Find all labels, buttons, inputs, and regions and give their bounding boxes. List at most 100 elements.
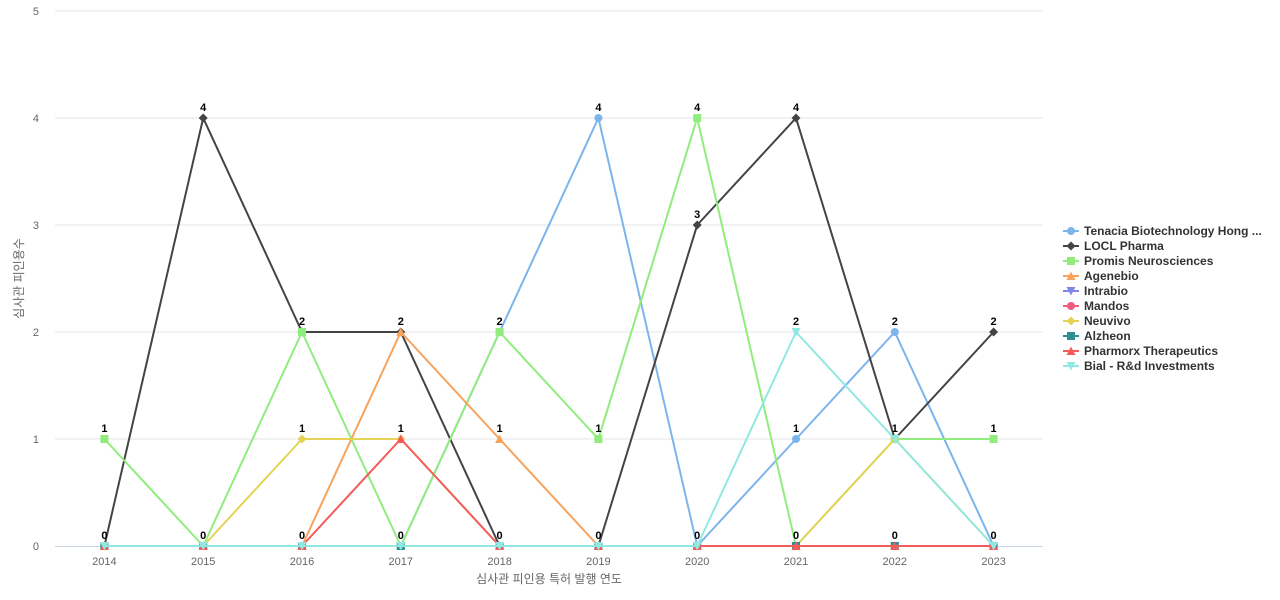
data-point	[792, 435, 800, 443]
data-point	[692, 542, 702, 551]
data-point	[298, 328, 306, 336]
data-point	[692, 220, 702, 230]
y-tick-label: 3	[33, 220, 39, 232]
x-tick-label: 2016	[290, 556, 314, 568]
data-label: 4	[200, 102, 207, 114]
legend-marker	[1066, 271, 1076, 280]
data-point	[198, 113, 208, 123]
legend-label: Intrabio	[1084, 284, 1128, 298]
data-label: 3	[694, 209, 700, 221]
legend-marker	[1066, 316, 1076, 326]
data-point	[890, 328, 899, 336]
data-point	[791, 541, 801, 550]
y-tick-label: 0	[33, 541, 39, 553]
legend-item[interactable]: LOCL Pharma	[1063, 239, 1164, 253]
data-label: 0	[299, 530, 305, 542]
data-point	[593, 542, 603, 551]
data-label: 2	[398, 316, 404, 328]
data-point	[495, 328, 504, 336]
data-point	[297, 434, 307, 444]
data-label: 2	[892, 316, 898, 328]
legend-marker	[1067, 302, 1075, 310]
data-label: 1	[595, 423, 601, 435]
y-tick-label: 4	[33, 113, 39, 125]
data-point	[396, 542, 406, 551]
data-point	[693, 114, 702, 122]
data-label: 0	[793, 530, 799, 542]
x-tick-label: 2018	[487, 556, 511, 568]
data-point	[198, 542, 208, 551]
legend-marker	[1066, 346, 1076, 355]
data-point	[594, 435, 603, 443]
data-label: 1	[793, 423, 799, 435]
y-axis-title: 심사관 피인용수	[12, 238, 26, 319]
data-point	[989, 327, 999, 337]
legend-label: Mandos	[1084, 299, 1130, 313]
x-tick-label: 2020	[685, 556, 709, 568]
legend-item[interactable]: Intrabio	[1063, 284, 1128, 298]
legend-marker	[1066, 241, 1076, 251]
legend-item[interactable]: Alzheon	[1063, 329, 1131, 343]
data-label: 0	[200, 530, 206, 542]
data-label: 1	[299, 423, 305, 435]
x-tick-label: 2021	[784, 556, 808, 568]
legend-marker	[1067, 227, 1075, 235]
legend-marker	[1067, 257, 1075, 265]
series-line	[103, 331, 995, 547]
data-label: 2	[299, 316, 305, 328]
data-label: 4	[793, 102, 800, 114]
x-tick-label: 2022	[883, 556, 907, 568]
y-tick-label: 5	[33, 6, 39, 18]
data-labels: 1 0 4 0 2 1 0 2 1 0 2 1 0 4 1 0 4 3 0 4 2 1 0 2 1 0 2 1 0	[101, 102, 996, 542]
x-tick-label: 2023	[981, 556, 1005, 568]
legend-label: Bial - R&d Investments	[1084, 359, 1215, 373]
data-label: 1	[398, 423, 404, 435]
data-point	[99, 542, 109, 551]
data-label: 1	[991, 423, 997, 435]
data-label: 0	[694, 530, 700, 542]
legend-item[interactable]: Mandos	[1063, 299, 1130, 313]
data-label: 1	[101, 423, 107, 435]
legend-item[interactable]: Pharmorx Therapeutics	[1063, 344, 1218, 358]
legend-marker	[1066, 362, 1076, 371]
data-point	[890, 541, 900, 550]
data-label: 2	[497, 316, 503, 328]
data-point	[495, 542, 505, 551]
legend-label: Tenacia Biotechnology Hong ...	[1084, 224, 1262, 238]
data-point	[791, 328, 801, 337]
data-label: 0	[101, 530, 107, 542]
data-point	[594, 114, 603, 122]
legend-item[interactable]: Bial - R&d Investments	[1063, 359, 1215, 373]
data-point	[495, 434, 505, 443]
data-point	[791, 113, 801, 123]
legend-label: Alzheon	[1084, 329, 1131, 343]
data-point	[396, 327, 406, 336]
data-point	[989, 542, 999, 551]
data-label: 0	[398, 530, 404, 542]
legend-item[interactable]: Neuvivo	[1063, 314, 1131, 328]
y-tick-label: 2	[33, 327, 39, 339]
data-point	[396, 434, 406, 443]
legend-item[interactable]: Agenebio	[1063, 269, 1139, 283]
x-tick-label: 2017	[389, 556, 413, 568]
x-axis-title: 심사관 피인용 특허 발행 연도	[476, 571, 622, 586]
legend-item[interactable]: Promis Neurosciences	[1063, 254, 1214, 268]
legend-item[interactable]: Tenacia Biotechnology Hong ...	[1063, 224, 1262, 238]
data-label: 4	[694, 102, 701, 114]
data-point	[989, 435, 998, 443]
data-point	[890, 435, 900, 444]
x-tick-label: 2019	[586, 556, 610, 568]
data-label: 0	[595, 530, 601, 542]
legend-label: Promis Neurosciences	[1084, 254, 1214, 268]
y-axis-ticks: 0 1 2 3 4 5	[33, 6, 39, 553]
data-label: 2	[991, 316, 997, 328]
data-label: 0	[991, 530, 997, 542]
series-group	[99, 113, 999, 551]
data-label: 0	[497, 530, 503, 542]
legend-marker	[1066, 287, 1076, 296]
legend-label: LOCL Pharma	[1084, 239, 1164, 253]
data-label: 4	[595, 102, 602, 114]
data-label: 1	[497, 423, 503, 435]
data-label: 1	[892, 423, 898, 435]
